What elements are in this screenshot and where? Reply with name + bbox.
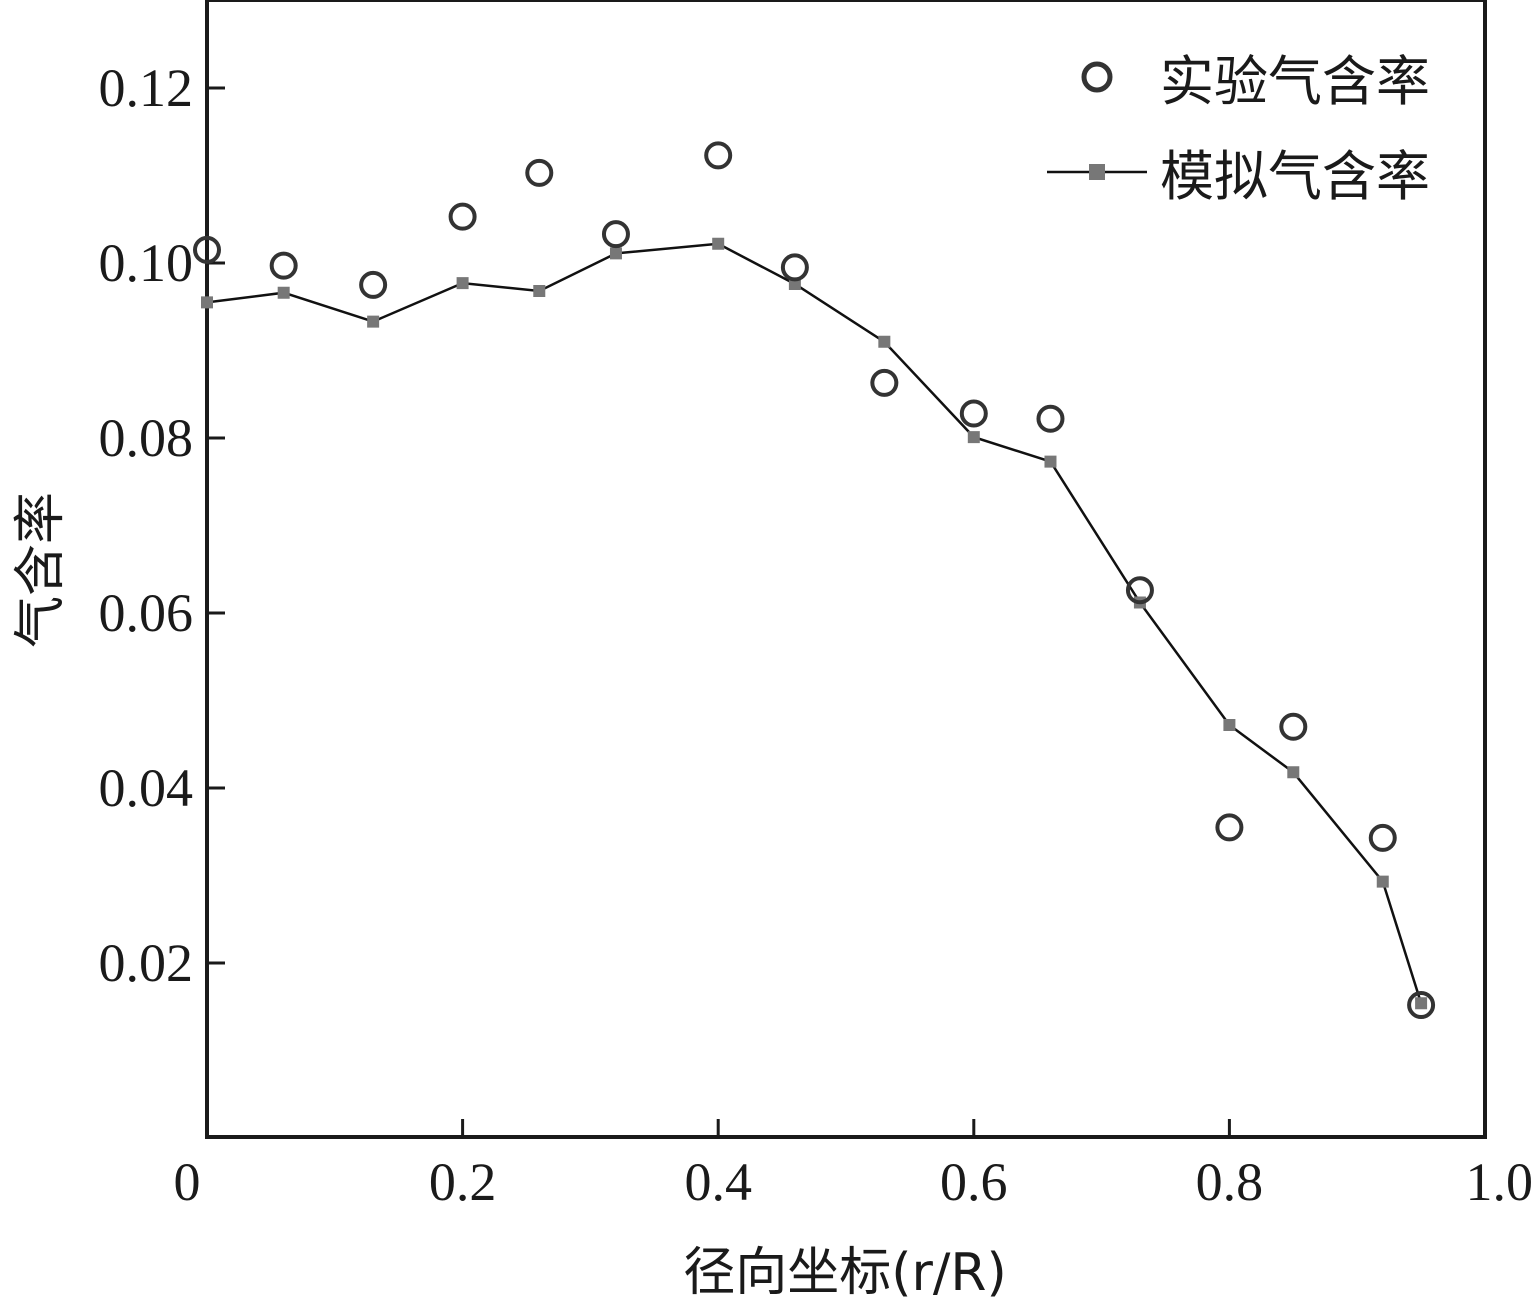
series-line-simulated — [206, 242, 1423, 1004]
legend: 实验气含率 模拟气含率 — [1047, 50, 1430, 208]
point-experimental — [1407, 991, 1436, 1019]
point-experimental — [448, 202, 477, 231]
point-simulated — [878, 335, 891, 348]
y-axis: 0.02 0.04 0.06 0.08 0.10 0.12 — [99, 58, 225, 993]
plot-area — [193, 141, 1436, 1019]
point-simulated — [712, 237, 725, 250]
point-simulated — [1287, 766, 1300, 779]
point-experimental — [1036, 404, 1065, 433]
x-axis: 0 0.2 0.4 0.6 0.8 1.0 — [174, 1119, 1534, 1212]
legend-label-experimental: 实验气含率 — [1160, 50, 1430, 113]
x-tick-label: 1.0 — [1466, 1152, 1534, 1212]
y-tick-label: 0.12 — [99, 58, 194, 118]
point-experimental — [780, 253, 809, 282]
x-tick-label: 0.8 — [1196, 1152, 1264, 1212]
point-simulated — [609, 247, 622, 260]
point-experimental — [959, 399, 988, 428]
point-experimental — [1125, 576, 1154, 605]
point-experimental — [359, 270, 388, 299]
point-experimental — [870, 368, 899, 397]
point-experimental — [704, 141, 733, 170]
y-tick-label: 0.02 — [99, 933, 194, 993]
point-simulated — [967, 431, 980, 444]
point-simulated — [201, 296, 213, 309]
point-experimental — [1279, 712, 1308, 741]
y-tick-label: 0.10 — [99, 233, 194, 293]
point-experimental — [269, 251, 298, 280]
point-simulated — [1415, 997, 1428, 1010]
point-simulated — [1376, 875, 1389, 888]
x-tick-label: 0.4 — [684, 1152, 752, 1212]
point-experimental — [525, 158, 554, 187]
point-simulated — [277, 286, 290, 299]
point-simulated — [1223, 719, 1236, 731]
point-experimental — [601, 220, 630, 249]
plot-frame — [205, 0, 1487, 1139]
point-simulated — [456, 277, 469, 290]
y-axis-title: 气含率 — [11, 492, 71, 648]
x-axis-title: 径向坐标(r/R) — [683, 1243, 1007, 1303]
legend-label-simulated: 模拟气含率 — [1160, 145, 1430, 208]
y-tick-label: 0.06 — [99, 583, 194, 643]
x-tick-label: 0.2 — [429, 1152, 497, 1212]
x-tick-label: 0 — [174, 1152, 201, 1212]
point-experimental — [1368, 823, 1397, 852]
y-tick-label: 0.04 — [99, 758, 194, 818]
y-tick-label: 0.08 — [99, 408, 194, 468]
point-experimental — [1215, 813, 1244, 842]
point-simulated — [533, 285, 546, 297]
point-simulated — [367, 315, 380, 328]
x-tick-label: 0.6 — [940, 1152, 1008, 1212]
legend-marker-simulated — [1089, 164, 1105, 180]
legend-marker-experimental — [1081, 61, 1113, 93]
point-simulated — [1044, 455, 1057, 468]
point-experimental — [193, 235, 221, 264]
